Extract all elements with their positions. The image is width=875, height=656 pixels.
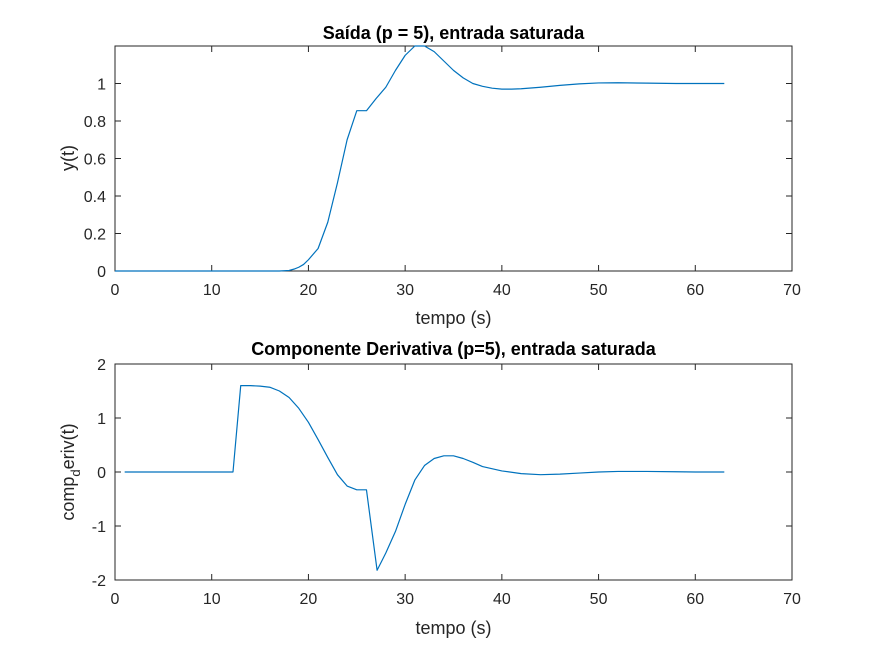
plot-output-xtick-label: 0 xyxy=(111,282,120,299)
plot-output: Saída (p = 5), entrada saturada tempo (s… xyxy=(58,23,801,328)
plot-derivative-ytick-label: 2 xyxy=(97,357,106,374)
plot-derivative-ylabel-rest: eriv(t) xyxy=(58,423,78,469)
plot-output-ticks: 0 10 20 30 40 50 60 70 0 0.2 0.4 0.6 0.8 1 xyxy=(84,46,801,299)
plot-derivative-xtick-label: 20 xyxy=(300,591,318,608)
plot-derivative-ylabel: compderiv(t) xyxy=(58,423,83,520)
plot-output-axes-box xyxy=(114,45,793,272)
plot-derivative-xtick-label: 60 xyxy=(686,591,704,608)
plot-output-xtick-label: 40 xyxy=(493,282,511,299)
plot-derivative-ytick-label: 1 xyxy=(97,411,106,428)
plot-output-series-line xyxy=(115,45,725,272)
plot-output-title: Saída (p = 5), entrada saturada xyxy=(323,23,586,43)
plot-derivative: Componente Derivativa (p=5), entrada sat… xyxy=(58,339,801,638)
plot-derivative-ytick-label: -2 xyxy=(92,573,106,590)
plot-output-xtick-label: 30 xyxy=(396,282,414,299)
plot-output-ytick-label: 0.4 xyxy=(84,189,106,206)
plot-derivative-ylabel-subscript: d xyxy=(68,469,83,476)
plot-derivative-xtick-label: 70 xyxy=(783,591,801,608)
plot-output-xtick-label: 20 xyxy=(300,282,318,299)
plot-output-xtick-label: 70 xyxy=(783,282,801,299)
plot-output-ytick-label: 1 xyxy=(97,77,106,94)
plot-derivative-ticks: 0 10 20 30 40 50 60 70 -2 -1 0 1 2 xyxy=(92,357,801,608)
plot-output-xtick-label: 50 xyxy=(590,282,608,299)
plot-output-ytick-label: 0.8 xyxy=(84,114,106,131)
plot-derivative-xtick-label: 50 xyxy=(590,591,608,608)
plot-output-ytick-label: 0.6 xyxy=(84,152,106,169)
plot-derivative-ytick-label: 0 xyxy=(97,465,106,482)
plot-derivative-xtick-label: 30 xyxy=(396,591,414,608)
plot-derivative-ylabel-main: comp xyxy=(58,477,78,521)
plot-derivative-xlabel: tempo (s) xyxy=(415,618,491,638)
plot-output-xlabel: tempo (s) xyxy=(415,308,491,328)
plot-derivative-ytick-label: -1 xyxy=(92,519,106,536)
plot-output-xtick-label: 10 xyxy=(203,282,221,299)
plot-derivative-xtick-label: 10 xyxy=(203,591,221,608)
plot-derivative-series-line xyxy=(124,385,725,571)
plot-output-ytick-label: 0.2 xyxy=(84,227,106,244)
plot-output-ytick-label: 0 xyxy=(97,264,106,281)
plot-output-xtick-label: 60 xyxy=(686,282,704,299)
plot-derivative-title: Componente Derivativa (p=5), entrada sat… xyxy=(251,339,657,359)
plot-output-ylabel: y(t) xyxy=(58,145,78,171)
plot-derivative-xtick-label: 0 xyxy=(111,591,120,608)
plot-derivative-xtick-label: 40 xyxy=(493,591,511,608)
